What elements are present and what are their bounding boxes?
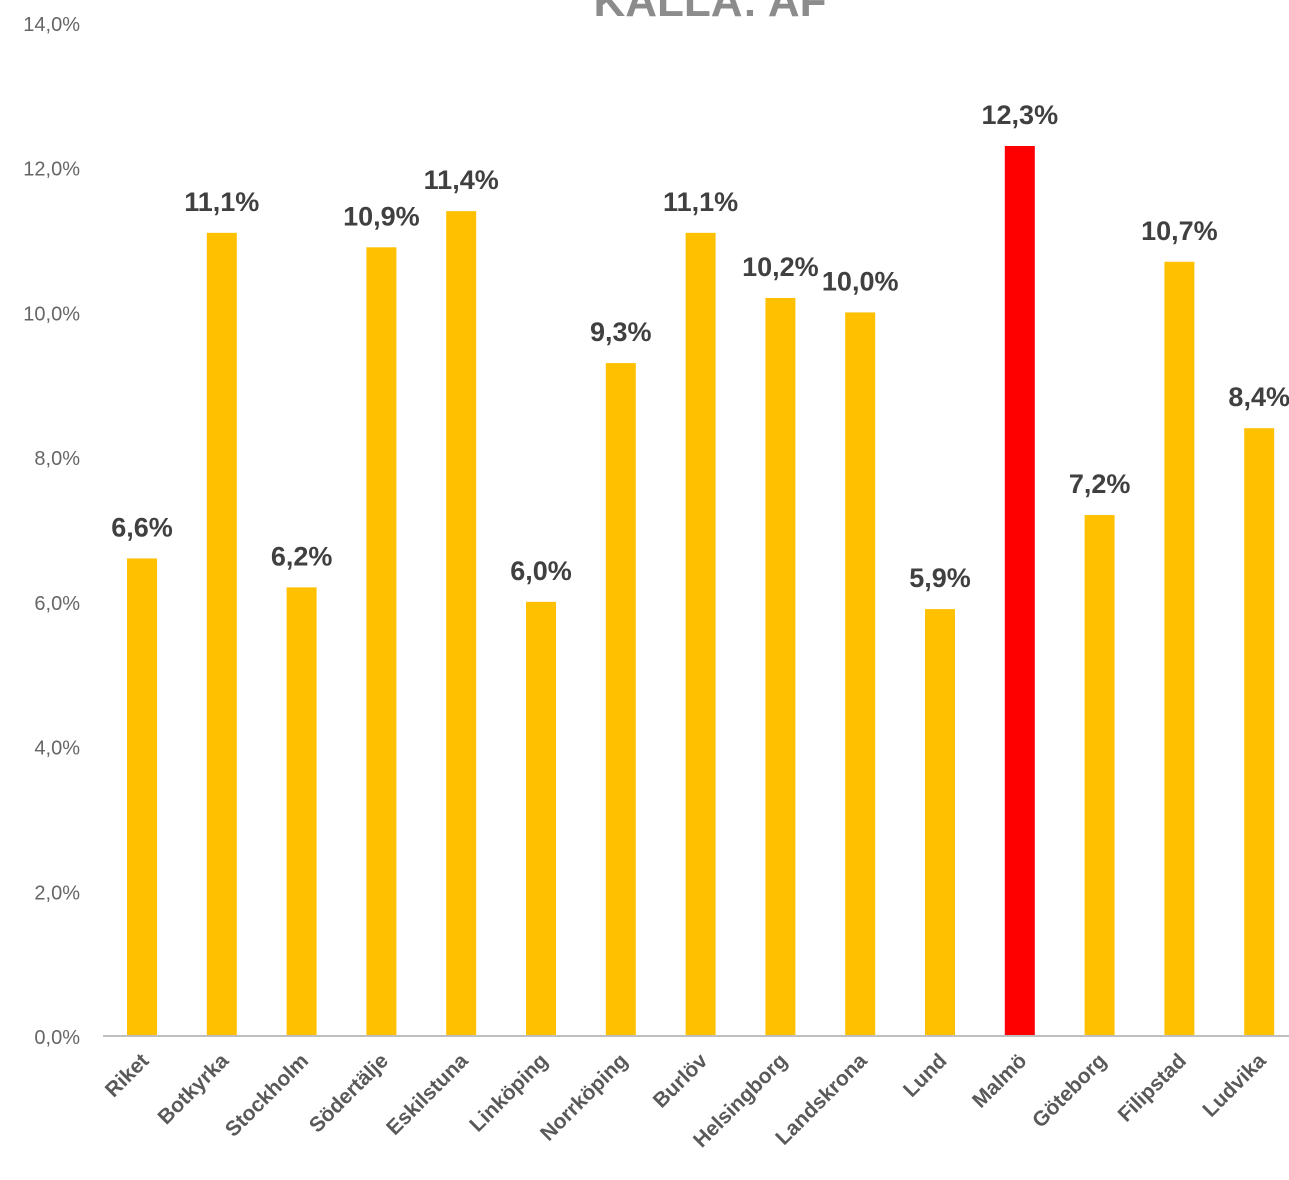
data-label: 6,2% [271,541,333,571]
x-axis-ticks: Riket BotkyrkaStockholmSödertäljeEskilstu… [101,1049,1271,1152]
x-tick-label: Lund [899,1049,952,1102]
bar [1244,428,1275,1036]
data-label: 10,9% [343,201,420,231]
bar [366,247,397,1037]
x-tick-label: Riket [101,1049,154,1102]
x-tick-label: Malmö [968,1049,1031,1112]
y-tick-label: 8,0% [34,448,80,470]
x-tick-label: Eskilstuna [382,1049,473,1140]
bar [765,297,796,1036]
y-tick-label: 12,0% [23,159,80,181]
bars [127,146,1275,1037]
y-tick-label: 10,0% [23,303,80,325]
data-label: 12,3% [982,100,1059,130]
x-tick-label: Södertälje [305,1049,393,1137]
data-label: 8,4% [1228,382,1289,412]
x-tick-label: Ludvika [1198,1049,1271,1122]
data-label: 11,1% [663,187,738,217]
data-label: 10,7% [1141,216,1218,246]
bar [1164,261,1195,1036]
bar [845,312,876,1036]
data-labels: 6,6% 11,1% 6,2% 10,9%11,4% 6,0% 9,3% 11,1% 10,2… [111,100,1289,593]
y-tick-label: 14,0% [23,14,80,36]
data-label: 5,9% [909,563,971,593]
data-label: 10,2% [742,252,819,282]
x-tick-label: Göteborg [1028,1049,1111,1132]
bar [605,363,636,1036]
x-tick-label: Stockholm [221,1049,313,1141]
y-tick-label: 0,0% [34,1027,80,1049]
y-axis-ticks: 0,0% 2,0% 4,0% 6,0% 8,0% 10,0% 12,0% 14,0% [23,14,80,1049]
bar [127,558,157,1036]
bar [446,211,477,1037]
bar [685,232,716,1037]
data-label: 9,3% [590,317,652,347]
bar [286,587,317,1036]
bar [526,601,556,1036]
chart-title: KÄLLA: AF [594,0,827,26]
data-label: 6,6% [111,512,173,542]
bar [925,609,955,1036]
y-tick-label: 6,0% [34,593,80,615]
data-label: 7,2% [1069,469,1131,499]
data-label: 6,0% [510,556,572,586]
x-tick-label: Burlöv [649,1049,713,1113]
bar [206,232,237,1037]
data-label: 11,1% [184,187,259,217]
x-tick-label: Linköping [465,1049,552,1136]
data-label: 11,4% [424,165,499,195]
x-tick-label: Botkyrka [154,1049,234,1129]
bar [1004,146,1035,1036]
x-tick-label: Filipstad [1114,1049,1191,1126]
bar [1084,515,1115,1036]
y-tick-label: 2,0% [34,882,80,904]
data-label: 10,0% [822,266,899,296]
y-tick-label: 4,0% [34,738,80,760]
